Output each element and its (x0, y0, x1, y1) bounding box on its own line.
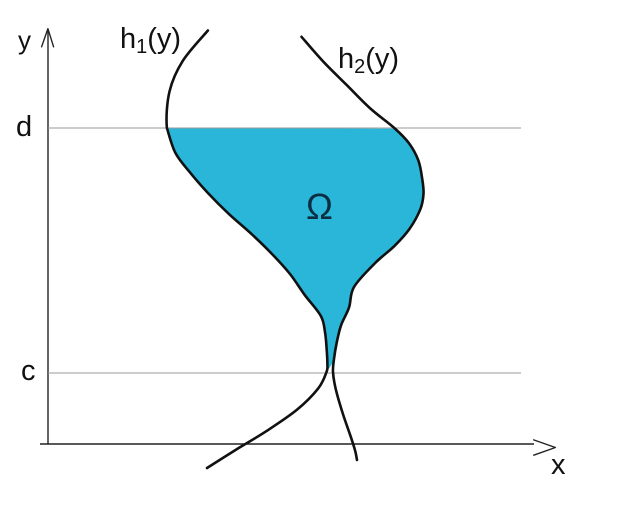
svg-text:h1(y): h1(y) (120, 23, 181, 58)
svg-text:h2(y): h2(y) (338, 43, 399, 78)
svg-text:x: x (551, 449, 566, 481)
svg-text:c: c (21, 355, 36, 387)
svg-text:d: d (16, 111, 32, 143)
svg-text:Ω: Ω (306, 186, 333, 227)
svg-text:y: y (18, 25, 31, 55)
